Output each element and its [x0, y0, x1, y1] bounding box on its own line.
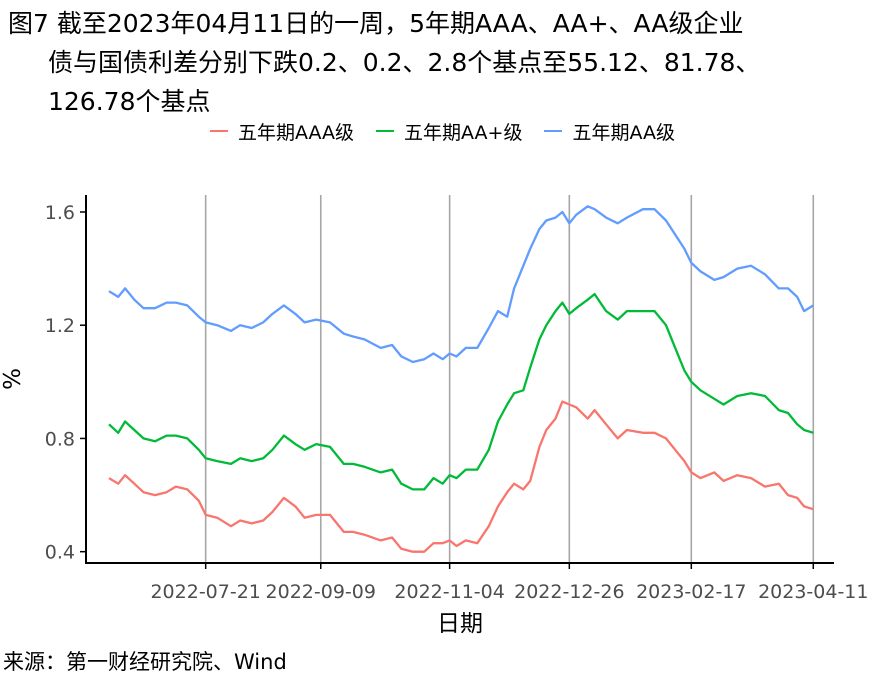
- x-tick-label-0: 2022-07-21: [150, 581, 260, 603]
- chart-legend: 五年期AAA级 五年期AA+级 五年期AA级: [0, 118, 885, 144]
- x-tick-label-1: 2022-09-09: [266, 581, 376, 603]
- x-tick-label-5: 2023-04-11: [758, 581, 868, 603]
- x-axis-title: 日期: [437, 611, 483, 637]
- chart-title: 图7 截至2023年04月11日的一周，5年期AAA、AA+、AA级企业 债与国…: [8, 4, 878, 121]
- x-tick-label-4: 2023-02-17: [636, 581, 746, 603]
- legend-swatch-aa: [544, 130, 563, 132]
- series-line-1: [108, 292, 814, 491]
- x-tick-label-3: 2022-12-26: [514, 581, 624, 603]
- series-line-0: [108, 400, 814, 553]
- legend-swatch-aa-plus: [376, 130, 395, 132]
- legend-label-aaa: 五年期AAA级: [237, 121, 355, 144]
- title-line-3: 126.78个基点: [48, 87, 211, 116]
- source-note: 来源：第一财经研究院、Wind: [3, 650, 287, 674]
- series-line-2: [108, 205, 814, 364]
- legend-item-aaa: 五年期AAA级: [209, 118, 355, 145]
- x-tick-label-2: 2022-11-04: [394, 581, 504, 603]
- legend-swatch-aaa: [209, 130, 228, 132]
- title-line-1: 图7 截至2023年04月11日的一周，5年期AAA、AA+、AA级企业: [8, 9, 744, 38]
- legend-label-aa-plus: 五年期AA+级: [404, 121, 523, 144]
- y-axis-title: %: [0, 368, 26, 390]
- legend-label-aa: 五年期AA级: [572, 121, 676, 144]
- y-tick-label-2: 1.2: [45, 315, 75, 337]
- y-tick-label-1: 0.8: [45, 428, 75, 450]
- title-line-2: 债与国债利差分别下跌0.2、0.2、2.8个基点至55.12、81.78、: [48, 48, 761, 77]
- legend-item-aa: 五年期AA级: [544, 118, 675, 145]
- y-tick-label-0: 0.4: [45, 542, 75, 564]
- legend-item-aa-plus: 五年期AA+级: [376, 118, 522, 145]
- y-tick-label-3: 1.6: [45, 202, 75, 224]
